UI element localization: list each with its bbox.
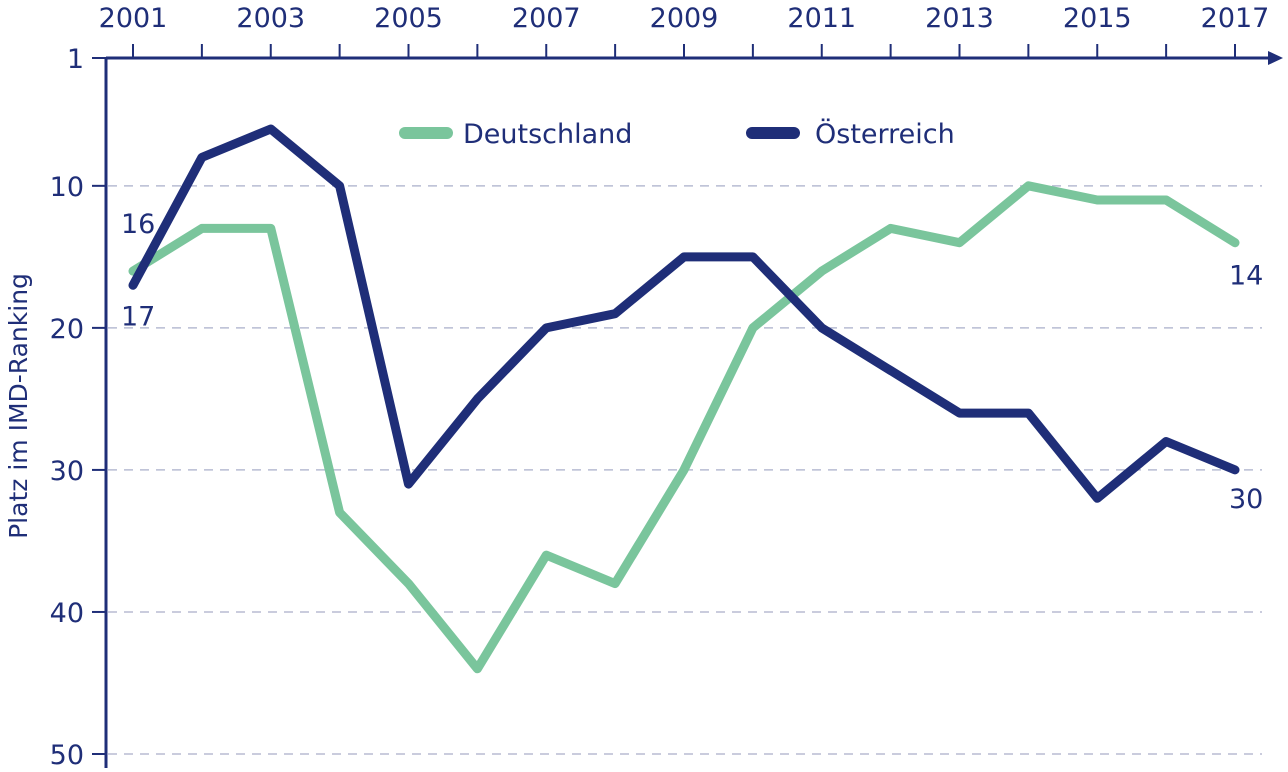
x-tick-label: 2001 — [99, 3, 168, 34]
series-lines — [128, 124, 1240, 674]
legend: Deutschland Österreich — [399, 118, 955, 150]
series-line-oesterreich — [128, 124, 1240, 503]
y-axis-label: Platz im IMD-Ranking — [4, 273, 33, 539]
x-tick-label: 2003 — [236, 3, 305, 34]
data-label: 17 — [121, 301, 155, 332]
data-label: 30 — [1229, 484, 1263, 515]
data-labels: 16 17 14 30 — [121, 209, 1263, 515]
data-label: 16 — [121, 209, 155, 240]
series-line-deutschland — [128, 181, 1240, 674]
x-tick-label: 2015 — [1063, 3, 1132, 34]
x-tick-label: 2013 — [925, 3, 994, 34]
data-label: 14 — [1229, 261, 1263, 292]
x-tick-label: 2009 — [650, 3, 719, 34]
y-tick-labels: 1 10 20 30 40 50 — [50, 44, 84, 771]
x-tick-labels: 2001 2003 2005 2007 2009 2011 2013 2015 2017 — [99, 3, 1270, 34]
y-tick-label: 1 — [67, 44, 84, 75]
x-tick-label: 2007 — [512, 3, 581, 34]
legend-label: Österreich — [815, 118, 955, 150]
x-tick-label: 2005 — [374, 3, 443, 34]
y-tick-label: 10 — [50, 172, 84, 203]
y-tick-label: 50 — [50, 740, 84, 771]
legend-label: Deutschland — [463, 119, 632, 150]
x-tick-label: 2011 — [787, 3, 856, 34]
x-axis-arrow — [1268, 51, 1283, 65]
y-tick-label: 40 — [50, 598, 84, 629]
axes — [92, 44, 1283, 768]
y-tick-label: 30 — [50, 456, 84, 487]
y-tick-label: 20 — [50, 314, 84, 345]
x-tick-label: 2017 — [1201, 3, 1270, 34]
